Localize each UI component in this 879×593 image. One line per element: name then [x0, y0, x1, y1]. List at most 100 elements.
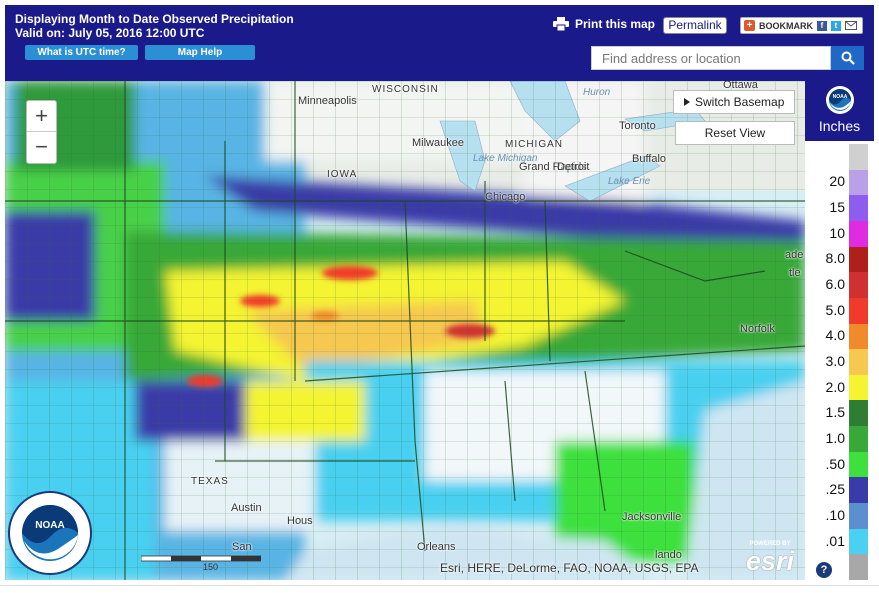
- print-map-link[interactable]: Print this map: [553, 17, 655, 31]
- printer-icon: [553, 17, 569, 31]
- legend-swatch: [849, 272, 869, 299]
- valid-date: Valid on: July 05, 2016 12:00 UTC: [15, 26, 205, 40]
- place-detroit: Detroit: [557, 161, 590, 173]
- legend-tick-label: 2.0: [825, 378, 845, 395]
- legend-swatch: [849, 297, 869, 324]
- place-toronto: Toronto: [619, 120, 656, 132]
- place-lake-erie: Lake Erie: [608, 176, 651, 187]
- legend-swatch: [849, 426, 869, 453]
- legend-swatch: [849, 400, 869, 427]
- map-help-button[interactable]: Map Help: [145, 45, 255, 60]
- legend-tick-label: 6.0: [825, 276, 845, 293]
- legend-swatch: [849, 554, 869, 581]
- legend-tick-label: 8.0: [825, 250, 845, 267]
- esri-logo: POWERED BY esri: [738, 541, 802, 577]
- bookmark-button[interactable]: + BOOKMARK f t: [740, 17, 863, 34]
- facebook-icon: f: [817, 20, 827, 31]
- esri-powered-by: POWERED BY: [749, 541, 791, 547]
- place-orlando: lando: [655, 549, 682, 561]
- place-norfolk: Norfolk: [740, 323, 775, 335]
- place-seattle-partial: tle: [789, 267, 801, 279]
- place-buffalo: Buffalo: [632, 153, 667, 165]
- page-title: Displaying Month to Date Observed Precip…: [15, 12, 294, 26]
- esri-wordmark: esri: [745, 546, 795, 576]
- place-milwaukee: Milwaukee: [412, 137, 464, 149]
- noaa-seal-logo: NOAA: [8, 491, 92, 575]
- legend-swatch: [849, 195, 869, 222]
- place-texas: TEXAS: [191, 476, 229, 487]
- legend-swatch: [849, 220, 869, 247]
- bookmark-label: BOOKMARK: [759, 20, 813, 31]
- zoom-control: + −: [26, 100, 57, 164]
- legend-tick-label: 15: [829, 199, 845, 216]
- bottom-divider: [0, 585, 879, 586]
- place-austin: Austin: [231, 502, 262, 514]
- legend-swatch: [849, 374, 869, 401]
- legend-swatch: [849, 477, 869, 504]
- search-input[interactable]: [591, 46, 831, 70]
- reset-view-button[interactable]: Reset View: [675, 121, 795, 145]
- print-map-label: Print this map: [575, 17, 656, 31]
- place-houston: Hous: [287, 515, 313, 527]
- precipitation-map[interactable]: Ottawa Huron Toronto Buffalo Lake Erie M…: [5, 81, 805, 580]
- zoom-out-button[interactable]: −: [35, 134, 48, 159]
- place-chicago: Chicago: [485, 191, 526, 203]
- scale-bar: 150: [141, 555, 261, 572]
- legend-swatch: [849, 144, 869, 170]
- search-icon: [841, 51, 855, 65]
- switch-basemap-button[interactable]: Switch Basemap: [673, 90, 795, 114]
- legend-noaa-text: NOAA: [833, 94, 848, 100]
- email-icon: [845, 21, 857, 30]
- map-attribution: Esri, HERE, DeLorme, FAO, NOAA, USGS, EP…: [440, 561, 699, 575]
- place-san-antonio: San: [232, 541, 252, 553]
- place-jacksonville: Jacksonville: [622, 511, 682, 523]
- place-lake-michigan: Lake Michigan: [473, 153, 538, 164]
- utc-help-button[interactable]: What is UTC time?: [25, 45, 138, 60]
- search-button[interactable]: [831, 46, 864, 70]
- legend-tick-label: 1.0: [825, 429, 845, 446]
- place-new-orleans: Orleans: [417, 541, 456, 553]
- legend-swatch: [849, 169, 869, 196]
- place-minneapolis: Minneapolis: [298, 95, 357, 107]
- place-grand-rapids: Grand Rapids: [519, 161, 587, 173]
- switch-basemap-label: Switch Basemap: [695, 95, 785, 109]
- legend-swatch: [849, 528, 869, 555]
- legend-tick-label: .10: [825, 506, 845, 523]
- legend-tick-label: 3.0: [825, 353, 845, 369]
- add-icon: +: [744, 20, 755, 31]
- legend-tick-label: .50: [825, 455, 845, 472]
- legend-help-icon[interactable]: ?: [816, 562, 832, 578]
- legend-swatch: [849, 246, 869, 273]
- legend-tick-label: .25: [825, 481, 845, 498]
- legend-swatch: [849, 323, 869, 350]
- scale-label: 150: [203, 562, 218, 572]
- legend-tick-label: 4.0: [825, 327, 845, 344]
- legend-tick-label: 20: [829, 173, 845, 190]
- legend-tick-label: 1.5: [825, 404, 845, 421]
- legend-swatch: [849, 503, 869, 530]
- place-michigan: MICHIGAN: [505, 139, 563, 150]
- legend-tick-label: 10: [829, 224, 845, 241]
- place-lake-huron: Huron: [583, 87, 611, 98]
- twitter-icon: t: [831, 20, 841, 31]
- zoom-in-button[interactable]: +: [27, 101, 56, 132]
- place-ottawa: Ottawa: [723, 81, 758, 91]
- precipitation-legend: NOAA Inches 20 15 10 8.0 6.0 5.0 4.0 3.0 2.0 1.5 1…: [805, 81, 874, 581]
- legend-color-scale: [849, 144, 869, 581]
- permalink-button[interactable]: Permalink: [663, 17, 727, 34]
- noaa-logo-icon: NOAA: [826, 86, 854, 114]
- legend-tick-label: .01: [825, 532, 845, 549]
- legend-tick-label: 5.0: [825, 301, 845, 318]
- place-delaware: ade: [785, 249, 804, 261]
- map-canvas: [5, 81, 805, 580]
- legend-swatch: [849, 349, 869, 376]
- caret-right-icon: [684, 98, 690, 106]
- legend-units: Inches: [818, 118, 861, 134]
- header-bar: Displaying Month to Date Observed Precip…: [5, 5, 874, 81]
- noaa-seal-text: NOAA: [35, 520, 64, 531]
- legend-swatch: [849, 451, 869, 478]
- place-wisconsin: WISCONSIN: [372, 84, 439, 95]
- legend-header: NOAA Inches: [805, 81, 874, 141]
- place-iowa: IOWA: [327, 169, 358, 180]
